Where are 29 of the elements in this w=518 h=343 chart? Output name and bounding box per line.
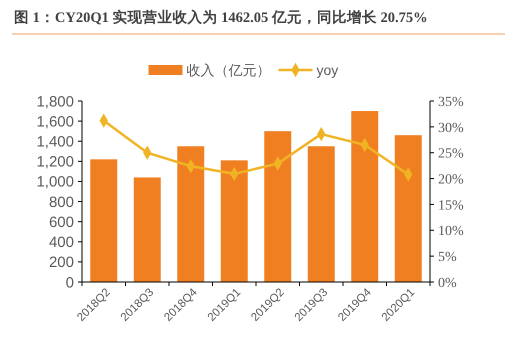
y-tick-label: 1,800 xyxy=(36,93,74,110)
y-tick-label: 200 xyxy=(48,254,74,272)
y2-tick-label: 10% xyxy=(438,224,464,240)
y-tick-label: 1,200 xyxy=(36,154,74,171)
y-tick-label: 1,000 xyxy=(36,174,74,191)
y-tick-label: 600 xyxy=(48,214,74,231)
y2-tick-label: 15% xyxy=(438,198,464,214)
y2-tick-label: 25% xyxy=(438,146,464,162)
bar xyxy=(220,160,248,282)
y-tick-label: 1,600 xyxy=(36,113,74,130)
bar xyxy=(351,111,378,282)
y2-tick-label: 20% xyxy=(438,172,464,188)
legend-label: 收入（亿元） xyxy=(186,62,270,78)
bar xyxy=(264,131,292,282)
y2-tick-label: 5% xyxy=(438,250,457,266)
bar xyxy=(394,135,422,282)
y-tick-label: 1,400 xyxy=(36,133,74,150)
y-tick-label: 0 xyxy=(66,274,74,292)
y2-tick-label: 35% xyxy=(438,94,464,110)
bar xyxy=(90,159,118,282)
y-tick-label: 800 xyxy=(48,194,74,211)
bar xyxy=(177,146,204,282)
bar xyxy=(308,146,335,282)
bar xyxy=(134,177,161,282)
y2-tick-label: 30% xyxy=(438,120,464,136)
y2-tick-label: 0% xyxy=(438,276,457,291)
chart-title: 图 1：CY20Q1 实现营业收入为 1462.05 亿元，同比增长 20.75% xyxy=(14,8,428,26)
legend-label: yoy xyxy=(316,62,338,78)
y-tick-label: 400 xyxy=(48,234,74,252)
